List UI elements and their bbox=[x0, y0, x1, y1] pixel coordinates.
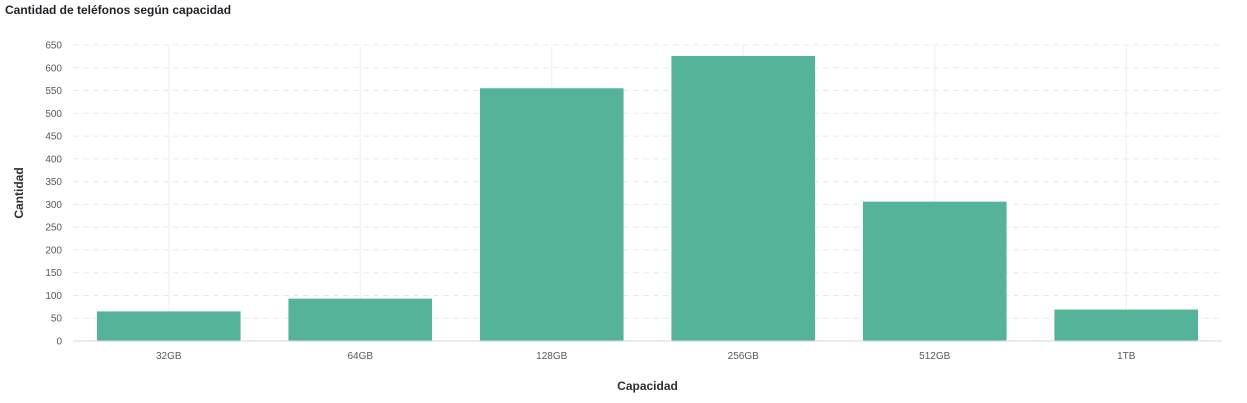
y-tick-label: 50 bbox=[51, 314, 63, 325]
y-tick-label: 100 bbox=[45, 291, 62, 302]
y-tick-label: 650 bbox=[45, 41, 62, 52]
bar[interactable] bbox=[671, 55, 816, 341]
y-tick-label: 200 bbox=[45, 245, 62, 256]
bar[interactable] bbox=[1054, 309, 1199, 341]
x-tick-label: 64GB bbox=[347, 351, 373, 362]
x-tick-label: 512GB bbox=[919, 351, 950, 362]
bar[interactable] bbox=[96, 311, 241, 341]
y-axis-ticks: 0 50 100 150 200 250 300 350 400 450 500 550 600 650 bbox=[45, 41, 62, 348]
bar[interactable] bbox=[479, 88, 624, 341]
x-tick-label: 32GB bbox=[156, 351, 182, 362]
grid-lines bbox=[73, 44, 1222, 341]
y-tick-label: 400 bbox=[45, 154, 62, 165]
x-tick-label: 128GB bbox=[536, 351, 567, 362]
y-axis-title: Cantidad bbox=[12, 167, 26, 218]
y-tick-label: 300 bbox=[45, 200, 62, 211]
y-tick-label: 600 bbox=[45, 63, 62, 74]
bars bbox=[96, 55, 1199, 341]
y-tick-label: 250 bbox=[45, 223, 62, 234]
y-tick-label: 0 bbox=[56, 337, 62, 348]
y-tick-label: 550 bbox=[45, 86, 62, 97]
bar[interactable] bbox=[862, 201, 1007, 341]
x-axis-ticks: 32GB 64GB 128GB 256GB 512GB 1TB bbox=[156, 351, 1136, 362]
chart-title: Cantidad de teléfonos según capacidad bbox=[5, 3, 232, 17]
y-tick-label: 450 bbox=[45, 132, 62, 143]
y-tick-label: 500 bbox=[45, 109, 62, 120]
y-tick-label: 350 bbox=[45, 177, 62, 188]
y-tick-label: 150 bbox=[45, 268, 62, 279]
bar[interactable] bbox=[288, 298, 433, 341]
x-axis-title: Capacidad bbox=[617, 379, 678, 393]
x-tick-label: 256GB bbox=[728, 351, 759, 362]
x-tick-label: 1TB bbox=[1117, 351, 1136, 362]
